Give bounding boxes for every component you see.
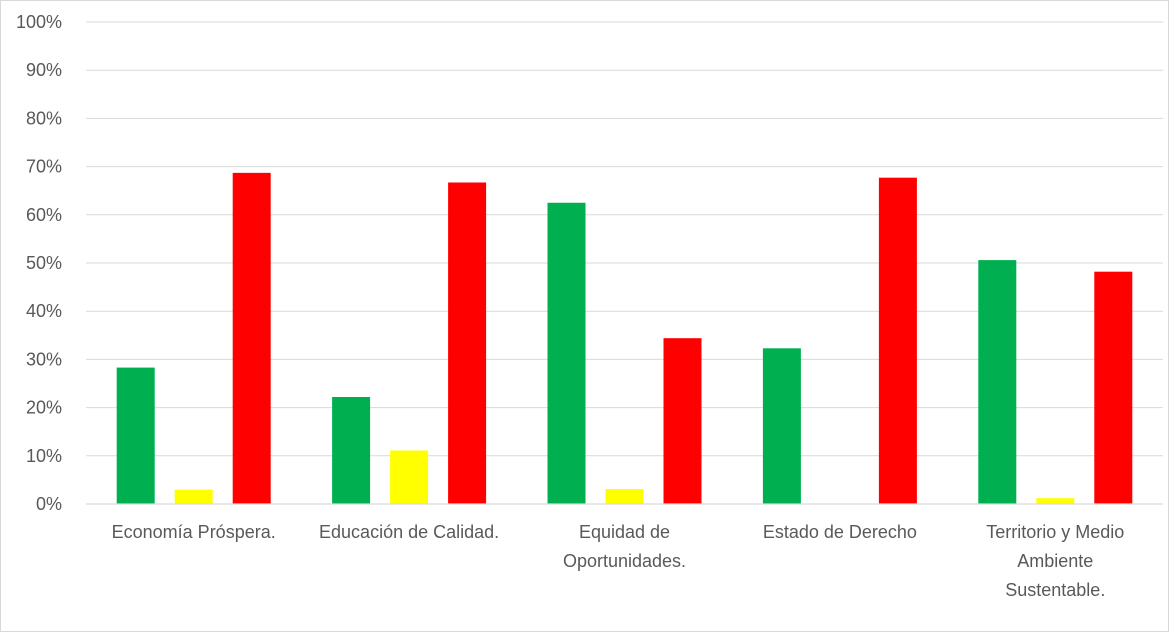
y-tick-label: 70% bbox=[26, 157, 62, 177]
y-tick-label: 0% bbox=[36, 494, 62, 514]
bar bbox=[1036, 498, 1075, 504]
bar bbox=[605, 489, 644, 504]
bar bbox=[390, 450, 429, 504]
x-axis-category-labels: Economía Próspera. Educación de Calidad. E… bbox=[112, 522, 1125, 600]
bar bbox=[762, 348, 801, 504]
bar bbox=[978, 260, 1017, 504]
bar bbox=[232, 172, 271, 504]
y-tick-label: 20% bbox=[26, 398, 62, 418]
bar bbox=[547, 202, 586, 504]
x-category-label: Economía Próspera. bbox=[112, 522, 276, 542]
bar bbox=[448, 182, 487, 505]
x-category-label: Educación de Calidad. bbox=[319, 522, 499, 542]
y-tick-label: 30% bbox=[26, 349, 62, 369]
x-category-label: Equidad de Oportunidades. bbox=[563, 522, 686, 571]
bar bbox=[174, 489, 213, 504]
y-tick-label: 100% bbox=[16, 12, 62, 32]
y-tick-label: 40% bbox=[26, 301, 62, 321]
y-axis-tick-labels: 0% 10% 20% 30% 40% 50% 60% 70% 80% 90% 100% bbox=[16, 12, 62, 514]
y-tick-label: 10% bbox=[26, 446, 62, 466]
x-category-label: Estado de Derecho bbox=[763, 522, 917, 542]
bar bbox=[116, 367, 155, 504]
y-tick-label: 60% bbox=[26, 205, 62, 225]
bar bbox=[663, 338, 702, 504]
x-category-label: Territorio y Medio Ambiente Sustentable. bbox=[986, 522, 1124, 600]
bar bbox=[332, 396, 371, 504]
bars bbox=[116, 172, 1133, 505]
y-tick-label: 80% bbox=[26, 108, 62, 128]
y-tick-label: 50% bbox=[26, 253, 62, 273]
y-tick-label: 90% bbox=[26, 60, 62, 80]
bar bbox=[1094, 271, 1133, 504]
bar bbox=[878, 177, 917, 504]
